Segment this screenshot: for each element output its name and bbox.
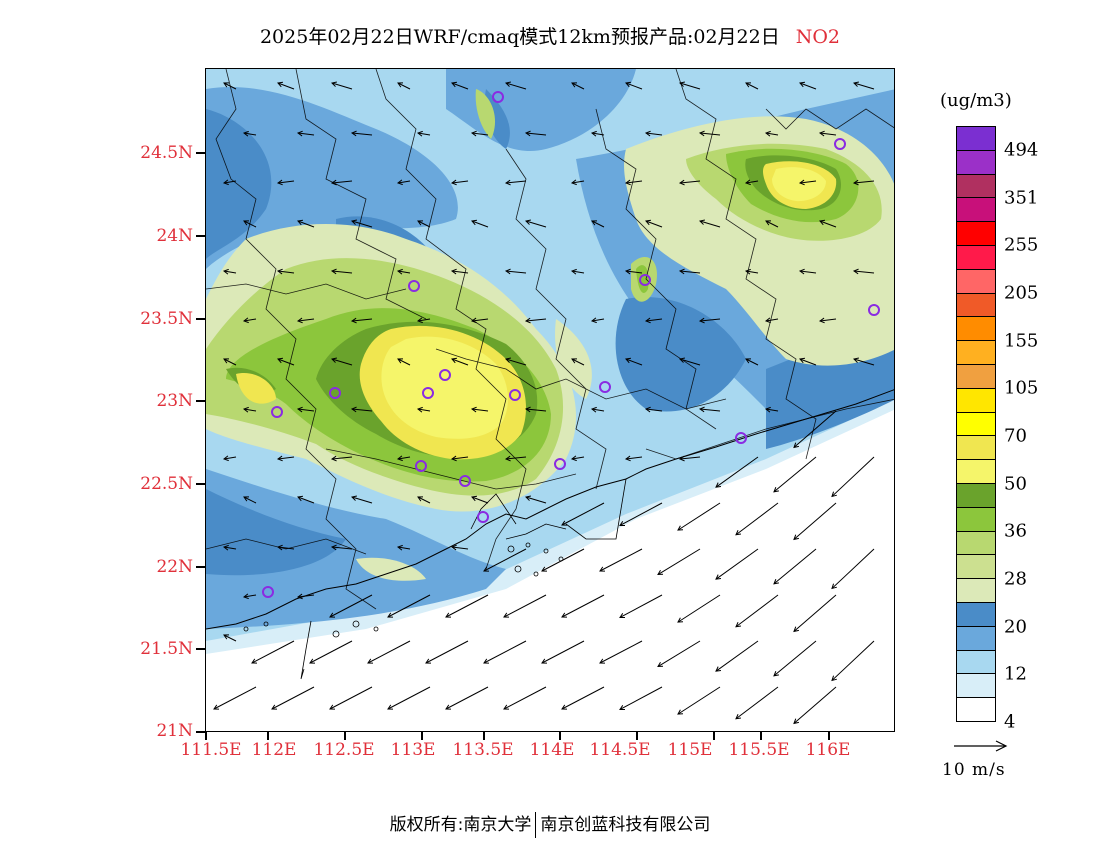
lon-tick — [559, 732, 561, 740]
lon-label: 111.5E — [180, 740, 242, 760]
footer-separator — [535, 812, 537, 838]
wind-vectors — [213, 81, 875, 725]
colorbar-tick-label: 36 — [1004, 520, 1027, 542]
lat-label: 23N — [156, 391, 193, 411]
colorbar-segment — [957, 578, 995, 602]
lon-label: 112.5E — [313, 740, 375, 760]
colorbar-tick-label: 12 — [1004, 663, 1027, 685]
colorbar-segment — [957, 221, 995, 245]
lat-label: 24.5N — [140, 143, 193, 163]
footer-company: 南京创蓝科技有限公司 — [540, 815, 711, 835]
colorbar-tick-label: 351 — [1004, 187, 1039, 209]
lon-label: 112E — [251, 740, 297, 760]
chart-title: 2025年02月22日WRF/cmaq模式12km预报产品:02月22日 NO2 — [0, 22, 1100, 49]
colorbar-segment — [957, 340, 995, 364]
lon-label: 113E — [390, 740, 436, 760]
lat-tick — [196, 566, 205, 568]
colorbar-tick-label: 105 — [1004, 377, 1039, 399]
footer-copyright: 版权所有:南京大学 — [389, 815, 532, 835]
title-species: NO2 — [795, 26, 841, 48]
colorbar-tick-label: 155 — [1004, 330, 1039, 352]
lat-label: 22.5N — [140, 474, 193, 494]
lon-label: 114.5E — [589, 740, 651, 760]
lon-tick — [205, 732, 207, 740]
lon-tick — [713, 732, 715, 740]
lon-tick — [344, 732, 346, 740]
lon-label: 116E — [805, 740, 851, 760]
colorbar-tick-label: 70 — [1004, 425, 1027, 447]
colorbar-tick-label: 255 — [1004, 234, 1039, 256]
colorbar-segment — [957, 482, 995, 507]
colorbar-tick-label: 50 — [1004, 473, 1027, 495]
lat-tick — [196, 483, 205, 485]
colorbar-segment — [957, 601, 995, 626]
colorbar-segment — [957, 149, 995, 174]
lon-tick — [636, 732, 638, 740]
lat-tick — [196, 318, 205, 320]
concentration-map — [206, 69, 894, 731]
lon-label: 113.5E — [452, 740, 514, 760]
lat-label: 21N — [156, 721, 193, 741]
lat-label: 24N — [156, 226, 193, 246]
colorbar-segment — [957, 435, 995, 460]
lon-label: 115.5E — [728, 740, 790, 760]
wind-reference-arrow-icon — [954, 740, 1008, 752]
colorbar-segment — [957, 316, 995, 341]
colorbar-unit: (ug/m3) — [940, 90, 1012, 111]
colorbar-segment — [957, 244, 995, 269]
colorbar-segment — [957, 697, 995, 721]
lat-label: 23.5N — [140, 309, 193, 329]
lat-tick — [196, 235, 205, 237]
colorbar-segment — [957, 554, 995, 579]
colorbar-segment — [957, 197, 995, 222]
colorbar-segment — [957, 506, 995, 531]
colorbar-segment — [957, 673, 995, 698]
title-main: 2025年02月22日WRF/cmaq模式12km预报产品:02月22日 — [259, 26, 780, 48]
colorbar-tick-label: 205 — [1004, 282, 1039, 304]
colorbar-tick-label: 4 — [1004, 711, 1016, 733]
lon-label: 114E — [529, 740, 575, 760]
colorbar-segment — [957, 459, 995, 483]
lon-tick — [828, 732, 830, 740]
colorbar-segment — [957, 649, 995, 674]
colorbar-tick-label: 494 — [1004, 139, 1039, 161]
colorbar-segment — [957, 387, 995, 412]
lat-label: 21.5N — [140, 639, 193, 659]
lat-tick — [196, 400, 205, 402]
lat-tick — [196, 731, 205, 733]
colorbar-segment — [957, 173, 995, 198]
colorbar — [956, 126, 996, 722]
map-frame — [205, 68, 895, 732]
colorbar-tick-label: 28 — [1004, 568, 1027, 590]
colorbar-segment — [957, 127, 995, 150]
colorbar-segment — [957, 363, 995, 388]
lon-tick — [267, 732, 269, 740]
colorbar-segment — [957, 292, 995, 317]
lat-tick — [196, 648, 205, 650]
colorbar-segment — [957, 530, 995, 555]
colorbar-segment — [957, 411, 995, 436]
lon-tick — [421, 732, 423, 740]
colorbar-segment — [957, 268, 995, 293]
lon-tick — [760, 732, 762, 740]
footer-credits: 版权所有:南京大学 南京创蓝科技有限公司 — [0, 810, 1100, 838]
colorbar-segment — [957, 625, 995, 650]
lat-tick — [196, 152, 205, 154]
colorbar-tick-label: 20 — [1004, 616, 1027, 638]
lon-label: 115E — [667, 740, 713, 760]
lon-tick — [483, 732, 485, 740]
lat-label: 22N — [156, 557, 193, 577]
wind-reference-label: 10 m/s — [942, 760, 1006, 780]
